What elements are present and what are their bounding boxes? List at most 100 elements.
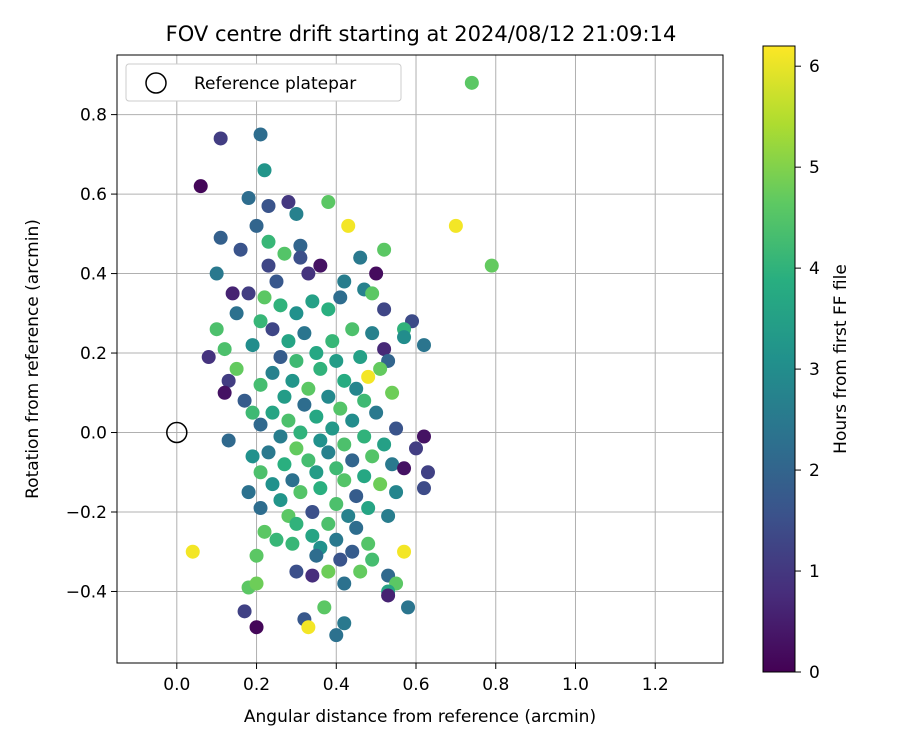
scatter-point — [297, 397, 312, 412]
scatter-point — [253, 417, 268, 432]
scatter-point — [397, 544, 412, 559]
scatter-point — [241, 286, 256, 301]
colorbar-tick-label: 5 — [809, 158, 820, 178]
scatter-point — [289, 206, 304, 221]
scatter-point — [361, 369, 376, 384]
scatter-point — [221, 373, 236, 388]
scatter-point — [289, 353, 304, 368]
x-ticks: 0.0 0.2 0.4 0.6 0.8 1.0 1.2 — [163, 663, 669, 695]
scatter-point — [305, 528, 320, 543]
scatter-point — [293, 238, 308, 253]
y-tick-label: −0.4 — [66, 582, 107, 602]
scatter-point — [373, 361, 388, 376]
scatter-point — [285, 473, 300, 488]
scatter-point — [209, 266, 224, 281]
scatter-point — [401, 600, 416, 615]
scatter-point — [301, 620, 316, 635]
scatter-point — [369, 266, 384, 281]
scatter-point — [249, 218, 264, 233]
scatter-point — [321, 564, 336, 579]
scatter-point — [293, 485, 308, 500]
scatter-point — [301, 453, 316, 468]
scatter-point — [309, 409, 324, 424]
scatter-point — [349, 381, 364, 396]
scatter-point — [193, 179, 208, 194]
scatter-point — [289, 306, 304, 321]
y-tick-label: 0.2 — [80, 344, 107, 364]
scatter-point — [397, 330, 412, 345]
scatter-point — [293, 425, 308, 440]
scatter-point — [277, 246, 292, 261]
scatter-point — [285, 536, 300, 551]
scatter-point — [289, 516, 304, 531]
scatter-point — [349, 489, 364, 504]
scatter-point — [361, 536, 376, 551]
scatter-point — [273, 350, 288, 365]
scatter-point — [265, 405, 280, 420]
scatter-point — [385, 385, 400, 400]
scatter-point — [345, 544, 360, 559]
y-tick-label: 0.6 — [80, 185, 107, 205]
x-tick-label: 1.0 — [562, 675, 589, 695]
scatter-point — [337, 616, 352, 631]
scatter-point — [245, 449, 260, 464]
scatter-point — [261, 234, 276, 249]
scatter-point — [329, 628, 344, 643]
scatter-point — [321, 389, 336, 404]
scatter-point — [245, 338, 260, 353]
scatter-point — [484, 258, 499, 273]
scatter-point — [217, 385, 232, 400]
scatter-point — [353, 350, 368, 365]
x-axis-label: Angular distance from reference (arcmin) — [244, 707, 596, 727]
scatter-point — [365, 326, 380, 341]
scatter-point — [309, 465, 324, 480]
scatter-point — [389, 421, 404, 436]
y-ticks: −0.4 −0.2 0.0 0.2 0.4 0.6 0.8 — [66, 106, 117, 602]
scatter-point — [261, 199, 276, 214]
scatter-point — [209, 322, 224, 337]
scatter-point — [329, 461, 344, 476]
scatter-point — [289, 441, 304, 456]
scatter-point — [349, 520, 364, 535]
scatter-point — [201, 350, 216, 365]
scatter-point — [416, 481, 431, 496]
scatter-point — [337, 437, 352, 452]
scatter-point — [281, 334, 296, 349]
scatter-point — [269, 274, 284, 289]
scatter-point — [341, 218, 356, 233]
scatter-point — [301, 381, 316, 396]
y-tick-label: 0.8 — [80, 106, 107, 126]
scatter-point — [325, 334, 340, 349]
legend-entry-reference-platepar: Reference platepar — [194, 74, 356, 94]
scatter-point — [237, 393, 252, 408]
scatter-point — [373, 477, 388, 492]
scatter-point — [249, 620, 264, 635]
colorbar-tick-label: 6 — [809, 57, 820, 77]
scatter-point — [261, 445, 276, 460]
x-tick-label: 1.2 — [642, 675, 669, 695]
scatter-point — [281, 195, 296, 210]
scatter-point — [273, 298, 288, 313]
scatter-point — [321, 302, 336, 317]
scatter-point — [317, 600, 332, 615]
scatter-point — [301, 266, 316, 281]
scatter-point — [233, 242, 248, 257]
scatter-point — [225, 286, 240, 301]
x-tick-label: 0.2 — [243, 675, 270, 695]
legend-marker-icon — [145, 72, 167, 94]
scatter-point — [253, 127, 268, 142]
scatter-point — [389, 485, 404, 500]
scatter-point — [265, 477, 280, 492]
scatter-point — [416, 429, 431, 444]
y-tick-label: 0.4 — [80, 265, 107, 285]
scatter-point — [377, 437, 392, 452]
scatter-point — [213, 131, 228, 146]
colorbar-tick-label: 4 — [809, 259, 820, 279]
scatter-point — [221, 433, 236, 448]
scatter-point — [381, 588, 396, 603]
scatter-point — [185, 544, 200, 559]
scatter-point — [309, 548, 324, 563]
scatter-point — [265, 322, 280, 337]
